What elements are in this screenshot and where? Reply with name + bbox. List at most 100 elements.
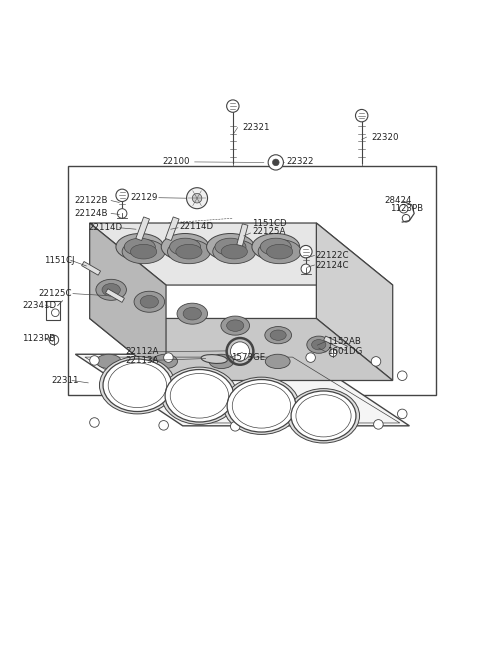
Ellipse shape	[227, 380, 296, 432]
Circle shape	[235, 352, 245, 361]
Text: 22311: 22311	[51, 376, 79, 385]
Circle shape	[306, 353, 315, 362]
Text: 1123PB: 1123PB	[23, 335, 56, 344]
Ellipse shape	[201, 355, 228, 363]
Text: 22114D: 22114D	[179, 222, 213, 232]
Polygon shape	[316, 223, 393, 380]
Polygon shape	[75, 354, 409, 426]
Ellipse shape	[209, 354, 234, 369]
Ellipse shape	[161, 367, 238, 424]
Bar	[46, 301, 60, 320]
Circle shape	[90, 418, 99, 427]
Circle shape	[192, 194, 202, 203]
Text: 22122C: 22122C	[315, 251, 349, 260]
Ellipse shape	[221, 316, 250, 335]
Circle shape	[268, 155, 283, 170]
Text: 1123PB: 1123PB	[390, 204, 423, 213]
Text: 22322: 22322	[287, 157, 314, 167]
Ellipse shape	[227, 320, 244, 331]
Circle shape	[230, 342, 250, 361]
Circle shape	[117, 209, 127, 218]
Ellipse shape	[215, 238, 246, 256]
Circle shape	[302, 421, 312, 430]
Text: 1151CD: 1151CD	[252, 218, 287, 228]
Circle shape	[397, 409, 407, 419]
Polygon shape	[90, 223, 393, 285]
Ellipse shape	[134, 291, 165, 312]
Ellipse shape	[176, 244, 202, 259]
Ellipse shape	[265, 327, 291, 344]
Polygon shape	[82, 262, 101, 275]
Polygon shape	[136, 217, 149, 241]
Ellipse shape	[266, 244, 293, 259]
Ellipse shape	[122, 239, 165, 264]
Text: 22125C: 22125C	[38, 289, 72, 298]
Ellipse shape	[102, 283, 120, 296]
Circle shape	[300, 245, 312, 258]
Ellipse shape	[153, 354, 178, 369]
Text: 22122B: 22122B	[74, 196, 108, 205]
Polygon shape	[90, 223, 166, 380]
Text: 22113A: 22113A	[125, 356, 159, 365]
Ellipse shape	[140, 295, 158, 308]
Circle shape	[90, 356, 99, 365]
Ellipse shape	[312, 340, 326, 350]
Text: 22114D: 22114D	[88, 223, 122, 232]
Circle shape	[371, 357, 381, 366]
Text: 22124B: 22124B	[74, 209, 108, 218]
Text: 22129: 22129	[131, 194, 158, 202]
Text: 28424: 28424	[384, 195, 412, 205]
Ellipse shape	[224, 377, 300, 434]
Ellipse shape	[124, 238, 156, 256]
Text: 1151CJ: 1151CJ	[44, 256, 75, 265]
Ellipse shape	[96, 279, 126, 300]
Polygon shape	[106, 289, 124, 302]
Circle shape	[159, 420, 168, 430]
Ellipse shape	[161, 234, 209, 260]
Bar	[68, 166, 436, 395]
Ellipse shape	[131, 244, 157, 259]
Ellipse shape	[96, 354, 121, 369]
Circle shape	[187, 188, 207, 209]
Ellipse shape	[116, 234, 164, 260]
Ellipse shape	[291, 391, 356, 441]
Text: 1601DG: 1601DG	[327, 348, 362, 356]
Ellipse shape	[177, 303, 207, 324]
Ellipse shape	[169, 238, 201, 256]
Text: 22125A: 22125A	[252, 226, 285, 236]
Ellipse shape	[221, 244, 247, 259]
Circle shape	[230, 422, 240, 431]
Ellipse shape	[288, 388, 360, 443]
Text: 22341D: 22341D	[23, 300, 57, 310]
Text: 22321: 22321	[242, 123, 270, 132]
Circle shape	[273, 159, 279, 166]
Text: 1573GE: 1573GE	[231, 353, 265, 362]
Ellipse shape	[258, 239, 301, 264]
Circle shape	[227, 100, 239, 112]
Ellipse shape	[103, 359, 172, 411]
Ellipse shape	[252, 234, 300, 260]
Text: 22124C: 22124C	[315, 260, 349, 270]
Polygon shape	[90, 318, 393, 380]
Circle shape	[49, 335, 59, 344]
Circle shape	[397, 371, 407, 380]
Text: 1152AB: 1152AB	[327, 337, 361, 346]
Ellipse shape	[265, 354, 290, 369]
Polygon shape	[324, 336, 347, 350]
Circle shape	[116, 189, 128, 201]
Circle shape	[329, 349, 337, 357]
Circle shape	[164, 353, 173, 362]
Polygon shape	[237, 224, 248, 246]
Ellipse shape	[307, 336, 331, 354]
Circle shape	[356, 110, 368, 122]
Ellipse shape	[213, 239, 256, 264]
Text: 22100: 22100	[162, 157, 190, 167]
Ellipse shape	[206, 234, 254, 260]
Text: 22112A: 22112A	[125, 348, 159, 356]
Ellipse shape	[260, 238, 291, 256]
Ellipse shape	[168, 239, 210, 264]
Ellipse shape	[99, 357, 175, 414]
Text: 22320: 22320	[371, 133, 399, 142]
Ellipse shape	[270, 330, 286, 340]
Ellipse shape	[183, 308, 202, 320]
